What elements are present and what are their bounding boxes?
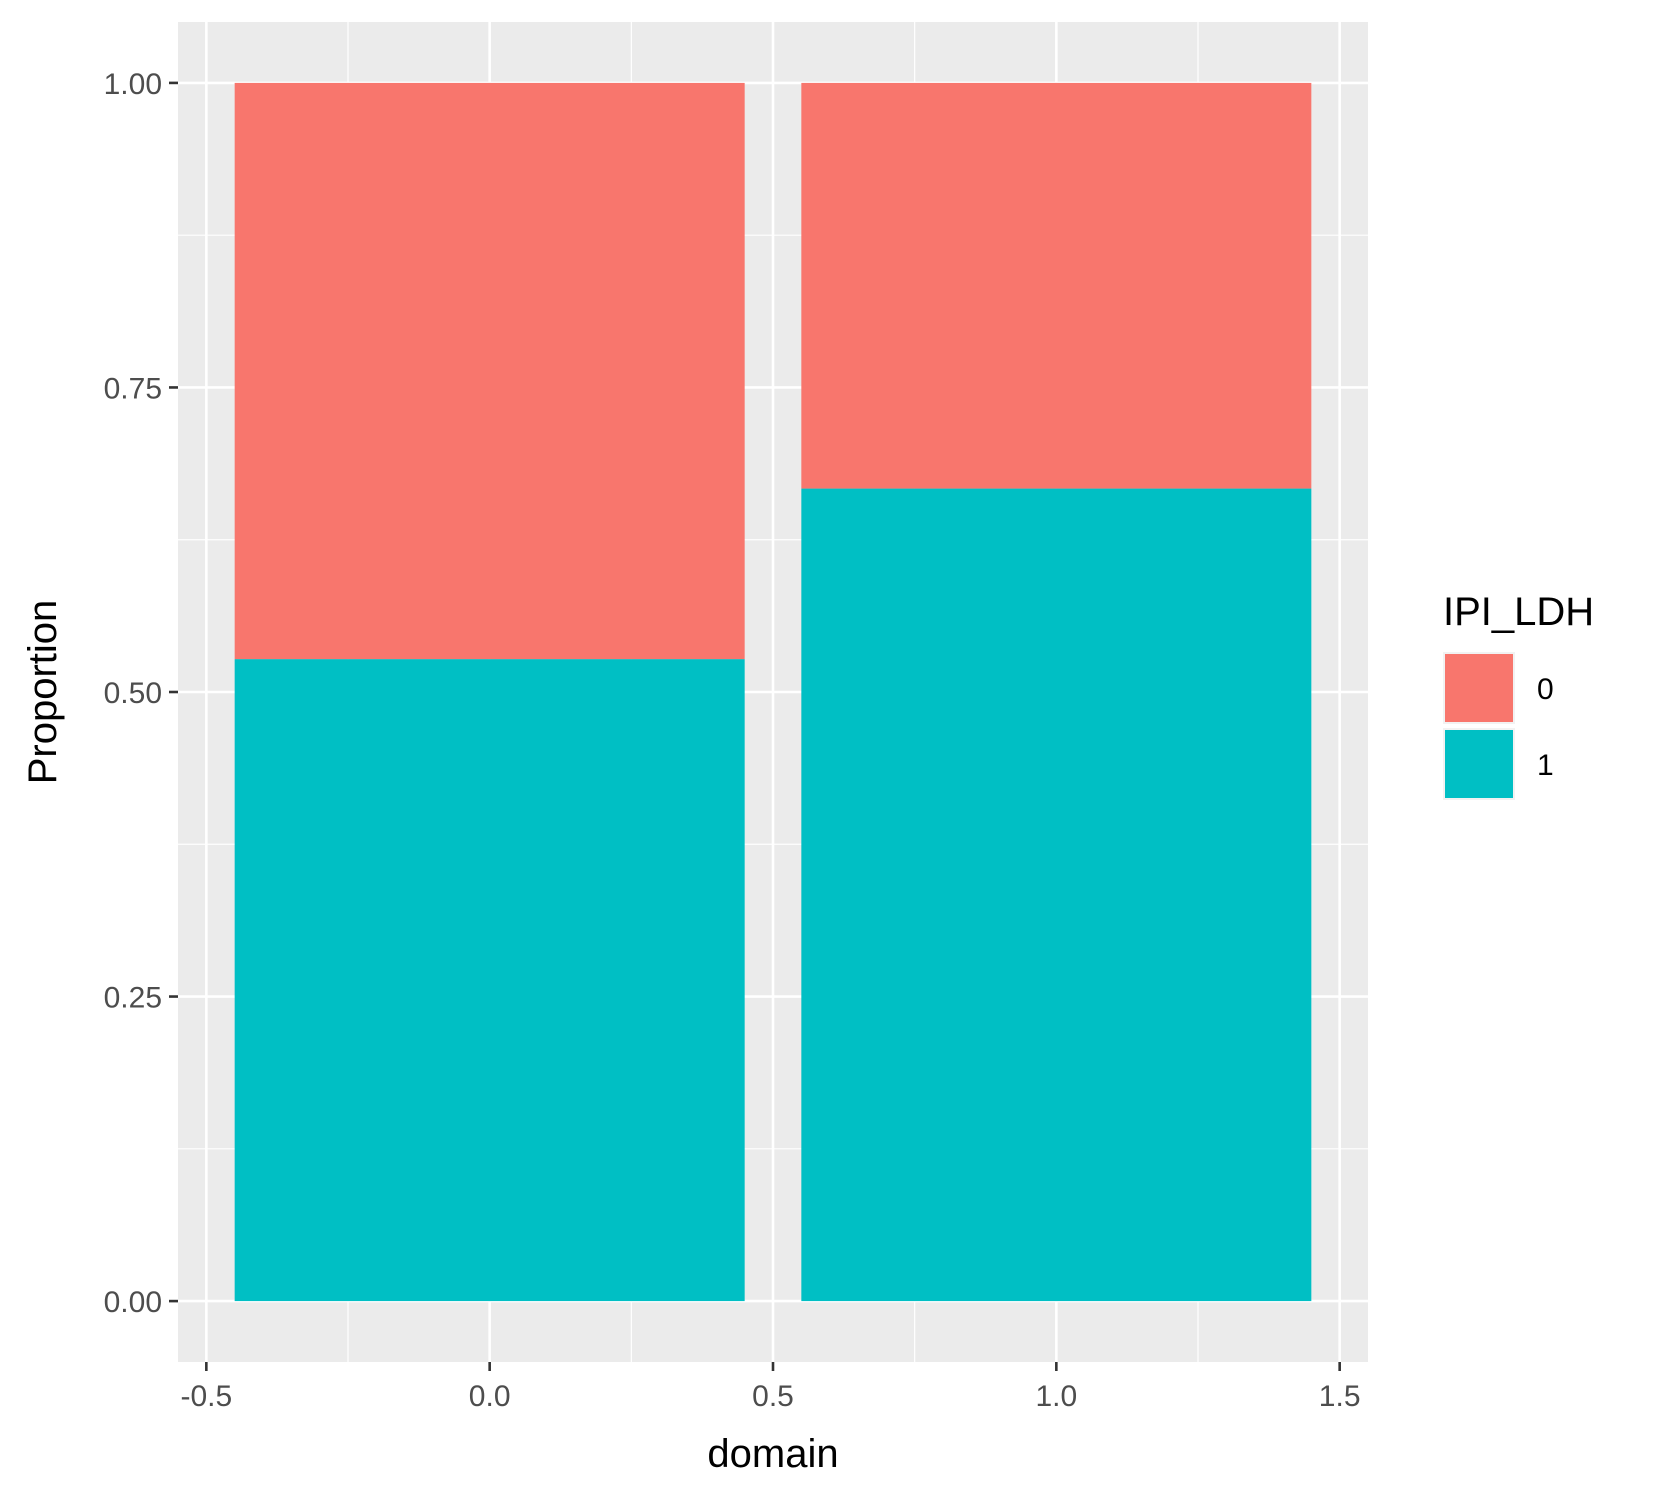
y-tick-label: 0.25 bbox=[104, 982, 162, 1015]
x-tick-label: 1.5 bbox=[1319, 1380, 1361, 1413]
x-tick-label: 0.0 bbox=[469, 1380, 511, 1413]
legend-swatch bbox=[1445, 730, 1513, 798]
legend-title: IPI_LDH bbox=[1443, 590, 1594, 634]
x-tick-label: -0.5 bbox=[180, 1380, 232, 1413]
y-tick-label: 0.50 bbox=[104, 677, 162, 710]
bar-segment bbox=[801, 488, 1312, 1302]
x-axis: -0.5 0.0 0.5 1.0 1.5 bbox=[180, 1362, 1361, 1413]
x-tick-label: 1.0 bbox=[1035, 1380, 1077, 1413]
y-axis-title: Proportion bbox=[21, 600, 65, 785]
legend-label: 1 bbox=[1537, 749, 1554, 782]
bar-segment bbox=[234, 82, 745, 660]
x-tick-label: 0.5 bbox=[752, 1380, 794, 1413]
bar-segment bbox=[801, 82, 1312, 489]
y-axis: 0.00 0.25 0.50 0.75 1.00 bbox=[104, 68, 178, 1319]
y-tick-label: 0.75 bbox=[104, 372, 162, 405]
legend-swatch bbox=[1445, 654, 1513, 722]
x-axis-title: domain bbox=[707, 1432, 838, 1476]
bar-segment bbox=[234, 659, 745, 1302]
legend: IPI_LDH 0 1 bbox=[1443, 590, 1594, 800]
y-tick-label: 0.00 bbox=[104, 1286, 162, 1319]
bars bbox=[234, 82, 1312, 1302]
legend-label: 0 bbox=[1537, 673, 1554, 706]
y-tick-label: 1.00 bbox=[104, 68, 162, 101]
